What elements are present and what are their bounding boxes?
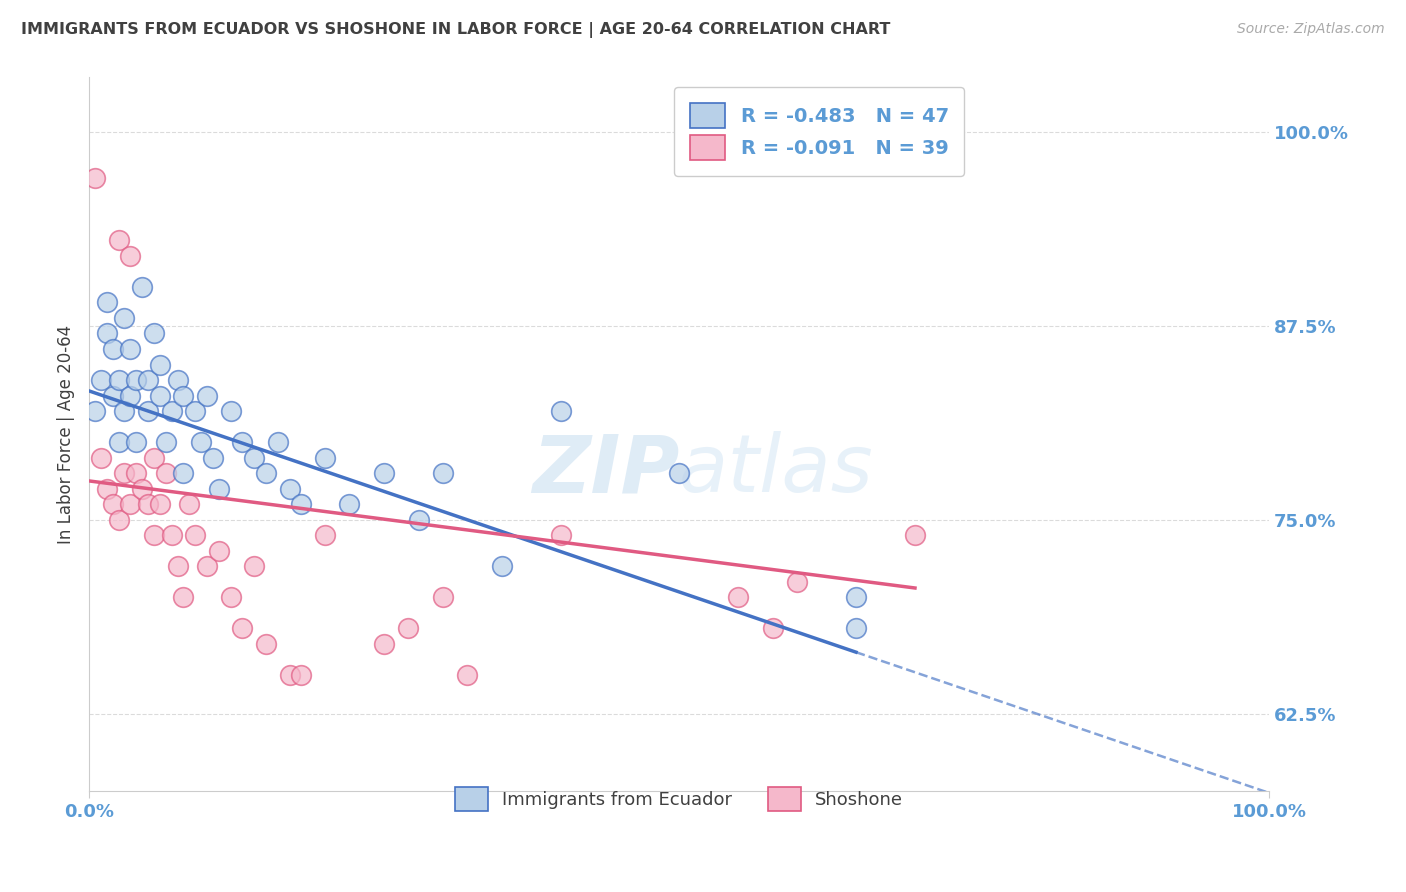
Point	[143, 326, 166, 341]
Point	[96, 482, 118, 496]
Point	[107, 435, 129, 450]
Point	[143, 528, 166, 542]
Point	[172, 591, 194, 605]
Text: IMMIGRANTS FROM ECUADOR VS SHOSHONE IN LABOR FORCE | AGE 20-64 CORRELATION CHART: IMMIGRANTS FROM ECUADOR VS SHOSHONE IN L…	[21, 22, 890, 38]
Legend: Immigrants from Ecuador, Shoshone: Immigrants from Ecuador, Shoshone	[440, 773, 918, 825]
Point	[219, 404, 242, 418]
Point	[904, 528, 927, 542]
Point	[101, 497, 124, 511]
Text: ZIP: ZIP	[531, 431, 679, 509]
Point	[172, 466, 194, 480]
Point	[278, 668, 301, 682]
Point	[131, 280, 153, 294]
Point	[155, 435, 177, 450]
Point	[96, 326, 118, 341]
Point	[107, 373, 129, 387]
Point	[90, 373, 112, 387]
Point	[143, 450, 166, 465]
Point	[114, 466, 136, 480]
Point	[290, 668, 312, 682]
Point	[208, 482, 231, 496]
Point	[84, 404, 107, 418]
Point	[125, 466, 148, 480]
Point	[136, 404, 159, 418]
Point	[149, 388, 172, 402]
Point	[845, 591, 868, 605]
Point	[149, 358, 172, 372]
Point	[432, 466, 454, 480]
Point	[96, 295, 118, 310]
Point	[160, 528, 183, 542]
Point	[101, 388, 124, 402]
Point	[432, 591, 454, 605]
Point	[290, 497, 312, 511]
Point	[160, 404, 183, 418]
Point	[166, 559, 188, 574]
Point	[120, 249, 142, 263]
Point	[396, 621, 419, 635]
Point	[184, 528, 207, 542]
Point	[550, 528, 572, 542]
Text: atlas: atlas	[679, 431, 873, 509]
Point	[114, 310, 136, 325]
Point	[190, 435, 212, 450]
Point	[243, 450, 266, 465]
Point	[408, 513, 430, 527]
Point	[314, 528, 336, 542]
Point	[219, 591, 242, 605]
Y-axis label: In Labor Force | Age 20-64: In Labor Force | Age 20-64	[58, 325, 75, 544]
Point	[786, 574, 808, 589]
Point	[136, 497, 159, 511]
Point	[195, 388, 218, 402]
Point	[491, 559, 513, 574]
Point	[201, 450, 224, 465]
Point	[337, 497, 360, 511]
Point	[155, 466, 177, 480]
Point	[373, 637, 395, 651]
Point	[762, 621, 785, 635]
Point	[231, 621, 253, 635]
Point	[668, 466, 690, 480]
Text: Source: ZipAtlas.com: Source: ZipAtlas.com	[1237, 22, 1385, 37]
Point	[208, 543, 231, 558]
Point	[114, 404, 136, 418]
Point	[314, 450, 336, 465]
Point	[136, 373, 159, 387]
Point	[172, 388, 194, 402]
Point	[101, 342, 124, 356]
Point	[373, 466, 395, 480]
Point	[120, 497, 142, 511]
Point	[90, 450, 112, 465]
Point	[125, 435, 148, 450]
Point	[267, 435, 290, 450]
Point	[231, 435, 253, 450]
Point	[727, 591, 749, 605]
Point	[107, 513, 129, 527]
Point	[254, 637, 277, 651]
Point	[84, 171, 107, 186]
Point	[125, 373, 148, 387]
Point	[149, 497, 172, 511]
Point	[254, 466, 277, 480]
Point	[550, 404, 572, 418]
Point	[120, 342, 142, 356]
Point	[179, 497, 201, 511]
Point	[184, 404, 207, 418]
Point	[131, 482, 153, 496]
Point	[243, 559, 266, 574]
Point	[166, 373, 188, 387]
Point	[120, 388, 142, 402]
Point	[278, 482, 301, 496]
Point	[456, 668, 478, 682]
Point	[845, 621, 868, 635]
Point	[107, 233, 129, 247]
Point	[195, 559, 218, 574]
